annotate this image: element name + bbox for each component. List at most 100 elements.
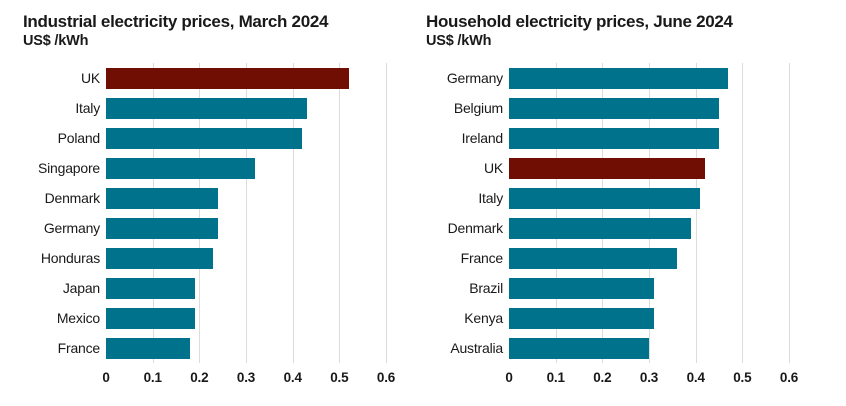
x-tick-label: 0.5	[330, 370, 349, 385]
bar-row: UK	[9, 63, 413, 93]
bar-row: Kenya	[423, 303, 846, 333]
bar-track	[509, 127, 846, 149]
bar-track	[106, 277, 413, 299]
x-tick-label: 0	[102, 370, 110, 385]
category-label: Belgium	[453, 100, 503, 116]
gridline	[695, 63, 697, 363]
bar-rows: UK Italy Poland Singapore Denmark Germany Hond…	[9, 63, 413, 363]
bar-row: France	[423, 243, 846, 273]
bar-italy	[509, 187, 701, 209]
bar-row: France	[9, 333, 413, 363]
bar-track	[106, 337, 413, 359]
bar-france	[509, 247, 677, 269]
bar-brazil	[509, 277, 654, 299]
chart-unit-label: US$ /kWh	[23, 33, 89, 49]
category-label: UK	[483, 160, 503, 176]
bar-track	[509, 337, 846, 359]
bar-track	[509, 187, 846, 209]
category-label: Poland	[57, 130, 101, 146]
bar-kenya	[509, 307, 654, 329]
x-tick-label: 0.6	[376, 370, 396, 385]
bar-track	[106, 67, 413, 89]
bar-track	[509, 97, 846, 119]
bar-track	[509, 217, 846, 239]
gridline	[555, 63, 557, 363]
chart-unit-label: US$ /kWh	[426, 33, 492, 49]
plot-area: UK Italy Poland Singapore Denmark Germany Hond…	[9, 63, 413, 387]
bar-track	[106, 97, 413, 119]
bar-row: Brazil	[423, 273, 846, 303]
plot-area: Germany Belgium Ireland UK Italy Denmark Franc…	[423, 63, 846, 387]
x-tick-label: 0.5	[733, 370, 752, 385]
bar-row: Poland	[9, 123, 413, 153]
bar-track	[509, 307, 846, 329]
x-tick-label: 0.6	[779, 370, 799, 385]
bar-ireland	[509, 127, 719, 149]
x-axis: 0 0.1 0.2 0.3 0.4 0.5 0.6	[102, 363, 413, 387]
category-label: Mexico	[56, 310, 100, 326]
bar-denmark	[106, 187, 218, 209]
bar-denmark	[509, 217, 691, 239]
bar-track	[509, 67, 846, 89]
bar-belgium	[509, 97, 719, 119]
x-tick-label: 0.4	[686, 370, 705, 385]
bar-track	[106, 187, 413, 209]
bar-row: UK	[423, 153, 846, 183]
category-label: Italy	[478, 190, 503, 206]
x-tick-label: 0.4	[283, 370, 302, 385]
category-label: Australia	[450, 340, 503, 356]
category-label: Ireland	[461, 130, 504, 146]
household-prices-chart: Household electricity prices, June 2024 …	[423, 0, 846, 406]
x-axis: 0 0.1 0.2 0.3 0.4 0.5 0.6	[505, 363, 846, 387]
bar-row: Japan	[9, 273, 413, 303]
bar-row: Italy	[9, 93, 413, 123]
bar-row: Belgium	[423, 93, 846, 123]
bar-track	[509, 157, 846, 179]
gridline	[602, 63, 604, 363]
bar-germany	[106, 217, 218, 239]
category-label: France	[460, 250, 504, 266]
bar-track	[106, 307, 413, 329]
bar-row: Denmark	[9, 183, 413, 213]
bar-row: Denmark	[423, 213, 846, 243]
bar-poland	[106, 127, 302, 149]
x-tick-label: 0.3	[236, 370, 256, 385]
bar-france	[106, 337, 190, 359]
category-label: Honduras	[40, 250, 100, 266]
bar-australia	[509, 337, 649, 359]
x-tick-label: 0	[505, 370, 513, 385]
x-tick-label: 0.3	[639, 370, 659, 385]
bar-track	[106, 247, 413, 269]
gridline	[339, 63, 341, 363]
chart-title: Household electricity prices, June 2024	[426, 12, 733, 31]
gridline	[742, 63, 744, 363]
category-label: Brazil	[469, 280, 503, 296]
category-label: France	[57, 340, 101, 356]
bar-track	[106, 217, 413, 239]
category-label: Japan	[62, 280, 100, 296]
bar-japan	[106, 277, 195, 299]
category-label: Singapore	[37, 160, 100, 176]
bar-track	[106, 157, 413, 179]
chart-title: Industrial electricity prices, March 202…	[23, 12, 329, 31]
x-tick-label: 0.2	[593, 370, 612, 385]
grid-layer	[509, 63, 809, 363]
bar-singapore	[106, 157, 256, 179]
bar-row: Singapore	[9, 153, 413, 183]
category-label: Kenya	[464, 310, 503, 326]
bar-row: Germany	[423, 63, 846, 93]
bar-track	[106, 127, 413, 149]
bar-track	[509, 277, 846, 299]
bar-row: Mexico	[9, 303, 413, 333]
category-label: UK	[80, 70, 100, 86]
bar-uk	[106, 67, 349, 89]
gridline	[386, 63, 387, 363]
bar-row: Ireland	[423, 123, 846, 153]
bar-uk	[509, 157, 705, 179]
x-tick-label: 0.1	[143, 370, 162, 385]
bar-row: Germany	[9, 213, 413, 243]
gridline	[152, 63, 154, 363]
bar-row: Australia	[423, 333, 846, 363]
bar-germany	[509, 67, 729, 89]
